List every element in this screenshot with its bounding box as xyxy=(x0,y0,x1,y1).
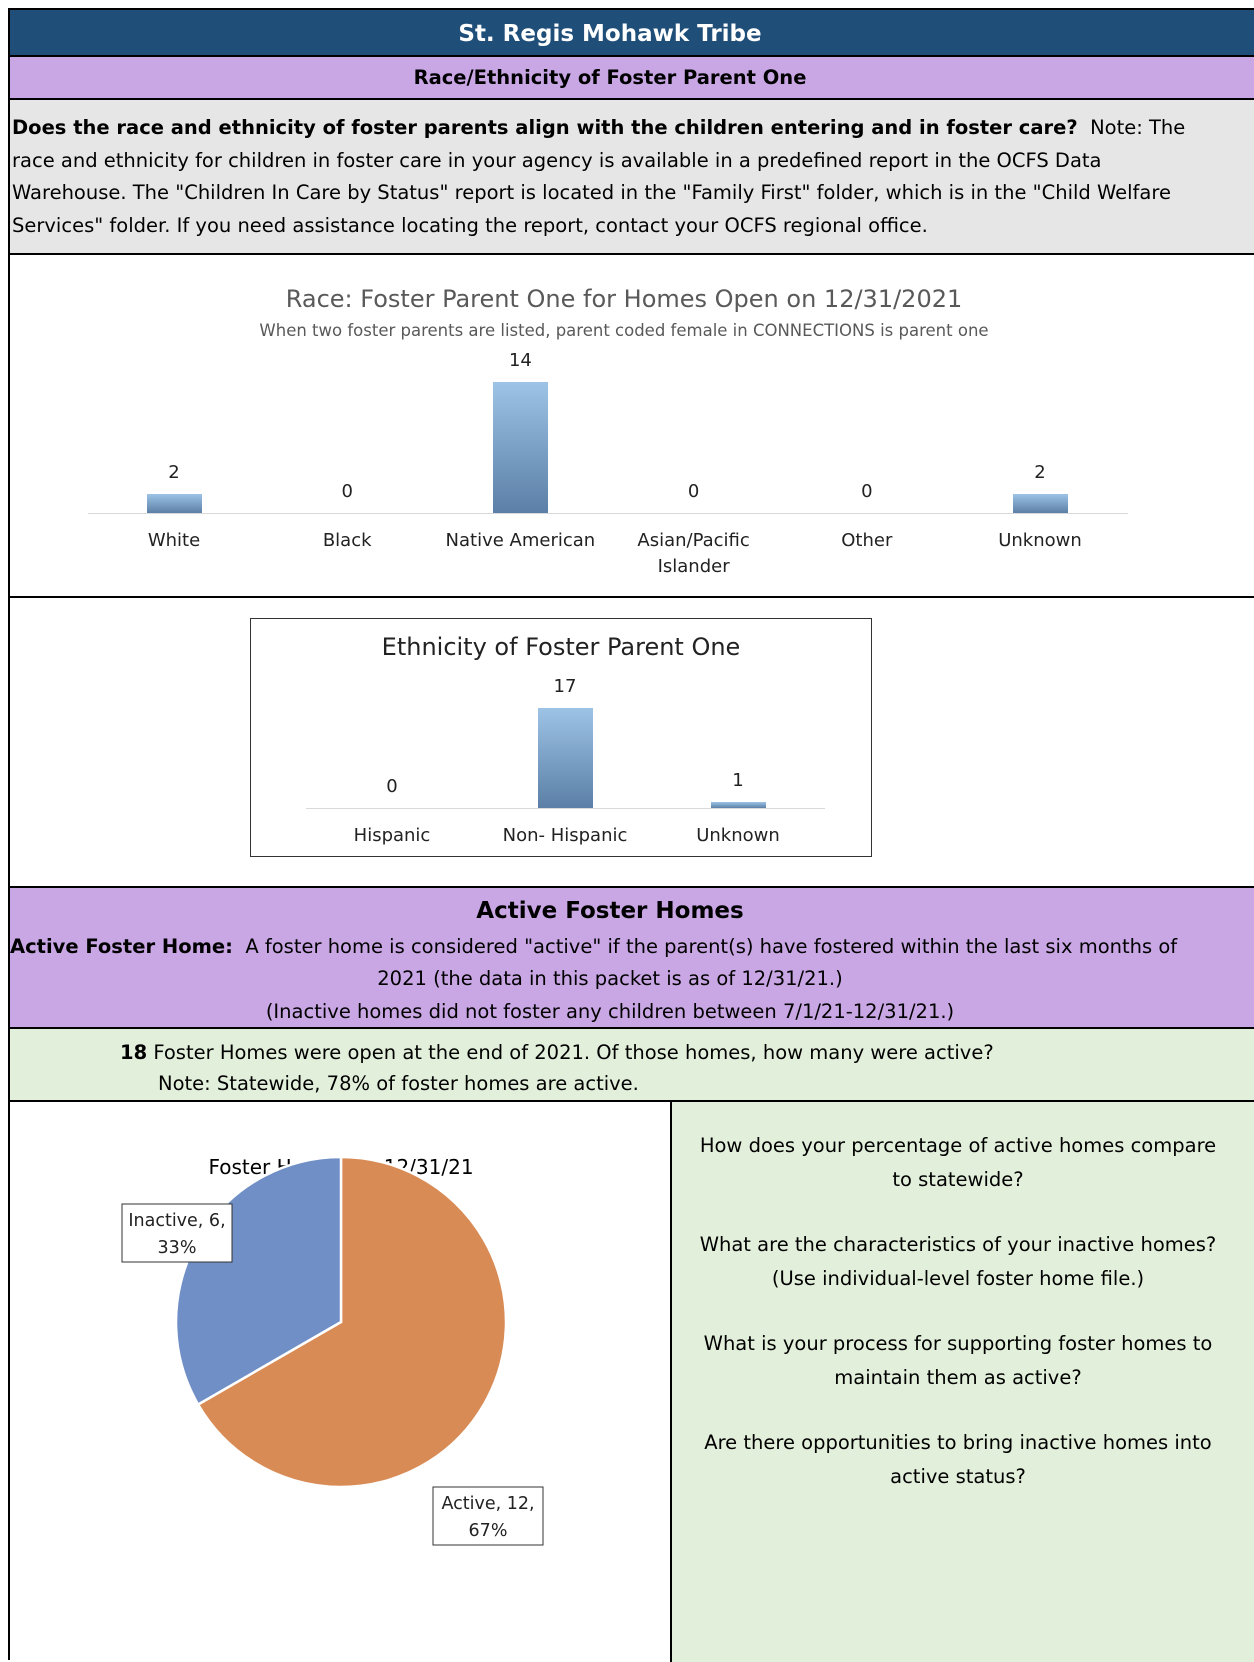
question-item: How does your percentage of active homes… xyxy=(699,1134,1217,1191)
count-line: 18 Foster Homes were open at the end of … xyxy=(120,1037,1254,1068)
ethnicity-chart: Ethnicity of Foster Parent One 0 Hispanic 1… xyxy=(250,618,872,857)
chart-title: Ethnicity of Foster Parent One xyxy=(381,633,741,661)
data-label: 17 xyxy=(553,676,577,697)
active-title: Active Foster Homes xyxy=(476,898,744,924)
pie-slice xyxy=(196,1155,508,1489)
questions-panel: How does your percentage of active homes… xyxy=(670,1102,1254,1662)
count-text: Foster Homes were open at the end of 202… xyxy=(153,1041,994,1064)
bar xyxy=(1013,494,1068,513)
data-label: 0 xyxy=(386,776,398,797)
question-bold: Does the race and ethnicity of foster pa… xyxy=(12,116,1078,139)
note: Note: Statewide, 78% of foster homes are… xyxy=(158,1072,639,1095)
category-label: Other xyxy=(841,530,893,551)
axis-line xyxy=(306,808,825,809)
question-item: What is your process for supporting fost… xyxy=(703,1332,1213,1389)
ethnicity-row: Ethnicity of Foster Parent One 0 Hispanic 1… xyxy=(8,596,1254,887)
section-bar: Race/Ethnicity of Foster Parent One xyxy=(8,55,1254,99)
bar xyxy=(538,708,593,808)
question: Does the race and ethnicity of foster pa… xyxy=(12,112,1197,242)
data-label: 67% xyxy=(469,1521,508,1541)
category-label: Unknown xyxy=(696,825,780,846)
bar xyxy=(493,382,549,513)
data-label: 1 xyxy=(732,770,744,792)
bar xyxy=(147,494,202,513)
axis-line xyxy=(88,513,1128,514)
question-text: Note: The race and ethnicity for childre… xyxy=(12,116,1186,237)
data-label: 2 xyxy=(168,462,180,484)
definition-3: (Inactive homes did not foster any child… xyxy=(265,1000,955,1023)
category-label: Native American xyxy=(445,530,596,551)
label-box xyxy=(121,1203,233,1263)
definition-2: 2021 (the data in this packet is as of 1… xyxy=(377,967,843,990)
header-bar: St. Regis Mohawk Tribe xyxy=(8,8,1254,56)
count-row: 18 Foster Homes were open at the end of … xyxy=(8,1027,1254,1101)
category-label: Hispanic xyxy=(353,825,431,846)
data-label: 0 xyxy=(687,481,700,502)
header-title: St. Regis Mohawk Tribe xyxy=(458,21,762,47)
section-title: Race/Ethnicity of Foster Parent One xyxy=(413,66,807,89)
definition-text: A foster home is considered "active" if … xyxy=(245,935,1178,958)
active-definition: Active Foster Home: A foster home is con… xyxy=(10,932,1254,962)
label-box xyxy=(432,1486,544,1546)
category-label: Unknown xyxy=(998,530,1082,551)
bar xyxy=(711,802,766,808)
category-label: White xyxy=(147,530,201,551)
definition-bold: Active Foster Home: xyxy=(10,935,233,958)
data-label: 2 xyxy=(1034,462,1046,484)
race-row: Race: Foster Parent One for Homes Open o… xyxy=(8,253,1254,597)
data-label: 14 xyxy=(508,350,532,371)
category-label: Black xyxy=(322,530,372,551)
data-label: Inactive, 6, xyxy=(128,1211,225,1231)
chart-subtitle: When two foster parents are listed, pare… xyxy=(259,321,989,340)
question-item: Are there opportunities to bring inactiv… xyxy=(704,1431,1212,1488)
question-item: What are the characteristics of your ina… xyxy=(699,1233,1217,1290)
category-label: Asian/Pacific Islander xyxy=(637,530,750,577)
question-row: Does the race and ethnicity of foster pa… xyxy=(8,98,1254,254)
count: 18 xyxy=(120,1041,148,1064)
data-label: 33% xyxy=(158,1238,197,1258)
category-label: Non- Hispanic xyxy=(502,825,628,846)
data-label: 0 xyxy=(861,481,873,502)
active-row: Active Foster Homes Active Foster Home: … xyxy=(8,886,1254,1028)
chart-title: Race: Foster Parent One for Homes Open o… xyxy=(285,285,963,313)
data-label: Active, 12, xyxy=(441,1494,534,1514)
data-label: 0 xyxy=(341,481,353,502)
